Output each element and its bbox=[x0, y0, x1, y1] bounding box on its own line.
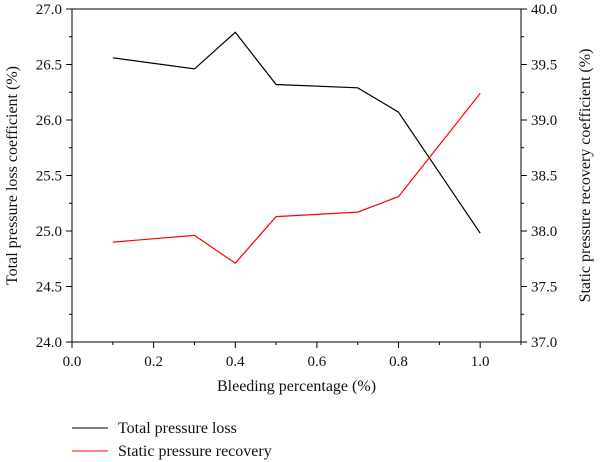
y-left-tick-label-2: 25.0 bbox=[36, 224, 62, 240]
y-left-tick-label-3: 25.5 bbox=[36, 169, 62, 185]
x-tick-label-1: 0.2 bbox=[144, 354, 163, 370]
y-left-tick-label-6: 27.0 bbox=[36, 2, 62, 18]
legend-label-total-pressure-loss: Total pressure loss bbox=[118, 420, 237, 437]
y-right-tick-label-2: 38.0 bbox=[531, 224, 557, 240]
y-left-tick-label-0: 24.0 bbox=[36, 335, 62, 351]
ticks: 0.0 0.2 0.4 0.6 0.8 1.0 24.0 24.5 25.0 25.5 26.0 26… bbox=[36, 2, 558, 370]
y-right-tick-label-4: 39.0 bbox=[531, 113, 557, 129]
x-axis-title: Bleeding percentage (%) bbox=[217, 378, 376, 395]
y-right-tick-label-6: 40.0 bbox=[531, 2, 557, 18]
y-left-tick-label-5: 26.5 bbox=[36, 58, 62, 74]
series-line-total-pressure-loss bbox=[112, 31, 481, 234]
series-line-static-pressure-recovery bbox=[112, 93, 481, 264]
x-tick-label-2: 0.4 bbox=[226, 354, 245, 370]
plot-frame bbox=[71, 8, 522, 343]
y-right-tick-label-5: 39.5 bbox=[531, 58, 557, 74]
series-layer bbox=[112, 31, 481, 264]
x-tick-label-0: 0.0 bbox=[63, 354, 82, 370]
legend-label-static-pressure-recovery: Static pressure recovery bbox=[118, 443, 272, 460]
y-right-tick-label-0: 37.0 bbox=[531, 335, 557, 351]
x-tick-label-4: 0.8 bbox=[389, 354, 408, 370]
y-left-tick-label-1: 24.5 bbox=[36, 280, 62, 296]
x-tick-label-5: 1.0 bbox=[471, 354, 490, 370]
y-left-tick-label-4: 26.0 bbox=[36, 113, 62, 129]
legend: Total pressure loss Static pressure reco… bbox=[72, 420, 272, 460]
y-right-tick-label-1: 37.5 bbox=[531, 280, 557, 296]
x-tick-label-3: 0.6 bbox=[308, 354, 327, 370]
y-right-tick-label-3: 38.5 bbox=[531, 169, 557, 185]
axes bbox=[71, 8, 522, 343]
y-axis-right-title: Static pressure recovery coefficient (%) bbox=[577, 49, 594, 303]
y-axis-left-title: Total pressure loss coefficient (%) bbox=[4, 66, 21, 285]
